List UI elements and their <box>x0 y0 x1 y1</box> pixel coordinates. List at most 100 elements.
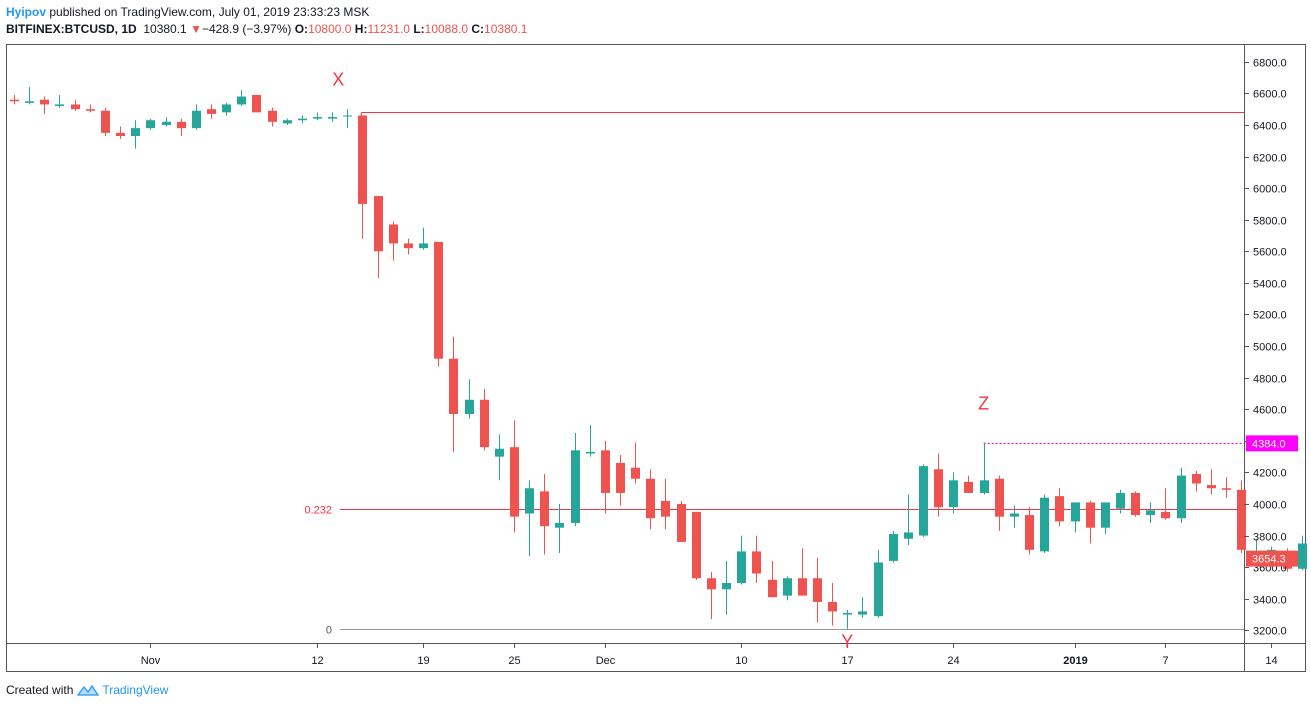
candle-body <box>358 115 367 204</box>
candle <box>404 238 413 255</box>
time-tick-label: 24 <box>947 655 959 667</box>
candle <box>828 582 837 626</box>
candle <box>1298 535 1307 571</box>
level-lines: 0.232 0 <box>304 112 1244 637</box>
price-tick-label: 3400.0 <box>1253 595 1287 607</box>
time-tick-label: Dec <box>596 655 616 667</box>
candle <box>646 469 655 530</box>
chart-header: Hyipov published on TradingView.com, Jul… <box>6 4 527 38</box>
candle-body <box>722 582 731 590</box>
candle <box>419 227 428 250</box>
candle-body <box>934 469 943 508</box>
zero-level-label: 0 <box>326 625 332 637</box>
time-tick-label: 10 <box>735 655 747 667</box>
pattern-points: X Y Z <box>332 69 989 651</box>
candle-body <box>434 241 443 359</box>
candle <box>752 535 761 583</box>
candle-body <box>813 578 822 602</box>
candle-body <box>1177 475 1186 519</box>
candle <box>843 609 852 629</box>
candle <box>25 87 34 105</box>
last-price: 10380.1 <box>143 22 187 36</box>
price-tick-label: 5800.0 <box>1253 216 1287 228</box>
candle <box>1071 502 1080 533</box>
candle-body <box>207 109 216 114</box>
point-label-x: X <box>332 69 344 89</box>
candle <box>237 90 246 107</box>
candle-body <box>1025 515 1034 550</box>
candle <box>449 336 458 452</box>
candle-body <box>631 467 640 479</box>
candle <box>1146 502 1155 523</box>
candle-body <box>101 110 110 133</box>
candle-body <box>116 132 125 137</box>
candle <box>1101 502 1110 535</box>
candle <box>677 500 686 542</box>
candle-body <box>328 117 337 119</box>
candle-body <box>889 534 898 561</box>
candle <box>737 535 746 585</box>
candle <box>919 464 928 538</box>
candle-body <box>389 224 398 244</box>
candle-body <box>661 500 670 517</box>
candle <box>601 440 610 514</box>
candle-body <box>677 504 686 542</box>
candles <box>10 87 1307 629</box>
candle <box>1086 500 1095 544</box>
ohlc-line: BITFINEX:BTCUSD, 1D 10380.1 ▼−428.9 (−3.… <box>6 21 527 38</box>
candle-body <box>646 478 655 519</box>
candle <box>313 112 322 121</box>
candle-body <box>25 101 34 103</box>
publish-line: Hyipov published on TradingView.com, Jul… <box>6 4 527 21</box>
candle-body <box>1161 511 1170 519</box>
candle <box>343 109 352 129</box>
time-tick-label: 12 <box>311 655 323 667</box>
candle <box>283 118 292 125</box>
price-tick-label: 5000.0 <box>1253 342 1287 354</box>
candle-body <box>904 532 913 539</box>
candle <box>268 107 277 127</box>
last-price-tag: 3654.3 <box>1252 554 1286 566</box>
fib-level-label: 0.232 <box>304 505 332 517</box>
candle <box>328 112 337 122</box>
candle <box>722 560 731 615</box>
price-tick-label: 4600.0 <box>1253 405 1287 417</box>
candle-body <box>419 243 428 249</box>
published-text: published on TradingView.com, July 01, 2… <box>49 5 370 19</box>
candle <box>798 548 807 596</box>
time-axis: Nov 12 19 25 Dec 10 17 24 2019 7 14 <box>141 643 1278 667</box>
candle-body <box>1040 497 1049 552</box>
author-name[interactable]: Hyipov <box>6 5 47 19</box>
candle <box>661 478 670 530</box>
candle-body <box>1298 543 1307 569</box>
candle-body <box>1146 510 1155 516</box>
candle <box>980 442 989 495</box>
candle <box>525 480 534 557</box>
open-value: 10800.0 <box>308 22 352 36</box>
candle-body <box>449 358 458 414</box>
point-label-z: Z <box>978 393 989 413</box>
candle-body <box>495 448 504 457</box>
high-value: 11231.0 <box>367 22 410 36</box>
candle <box>631 442 640 484</box>
candle <box>40 96 49 114</box>
candle <box>177 118 186 137</box>
candle <box>162 117 171 127</box>
candle <box>1010 505 1019 528</box>
candle-body <box>1071 502 1080 522</box>
candle-body <box>858 611 867 615</box>
candle-body <box>510 447 519 517</box>
open-label: O: <box>294 22 309 36</box>
tradingview-brand[interactable]: TradingView <box>102 683 169 697</box>
z-level-price-tag-bg <box>1246 435 1298 452</box>
candle <box>146 118 155 130</box>
chart-border <box>6 44 1306 672</box>
candle-body <box>616 462 625 493</box>
price-tick-label: 4200.0 <box>1253 468 1287 480</box>
candle <box>995 475 1004 531</box>
candle-body <box>843 612 852 615</box>
candle <box>1040 494 1049 553</box>
candle-body <box>1086 502 1095 528</box>
tradingview-logo-icon <box>77 684 100 696</box>
